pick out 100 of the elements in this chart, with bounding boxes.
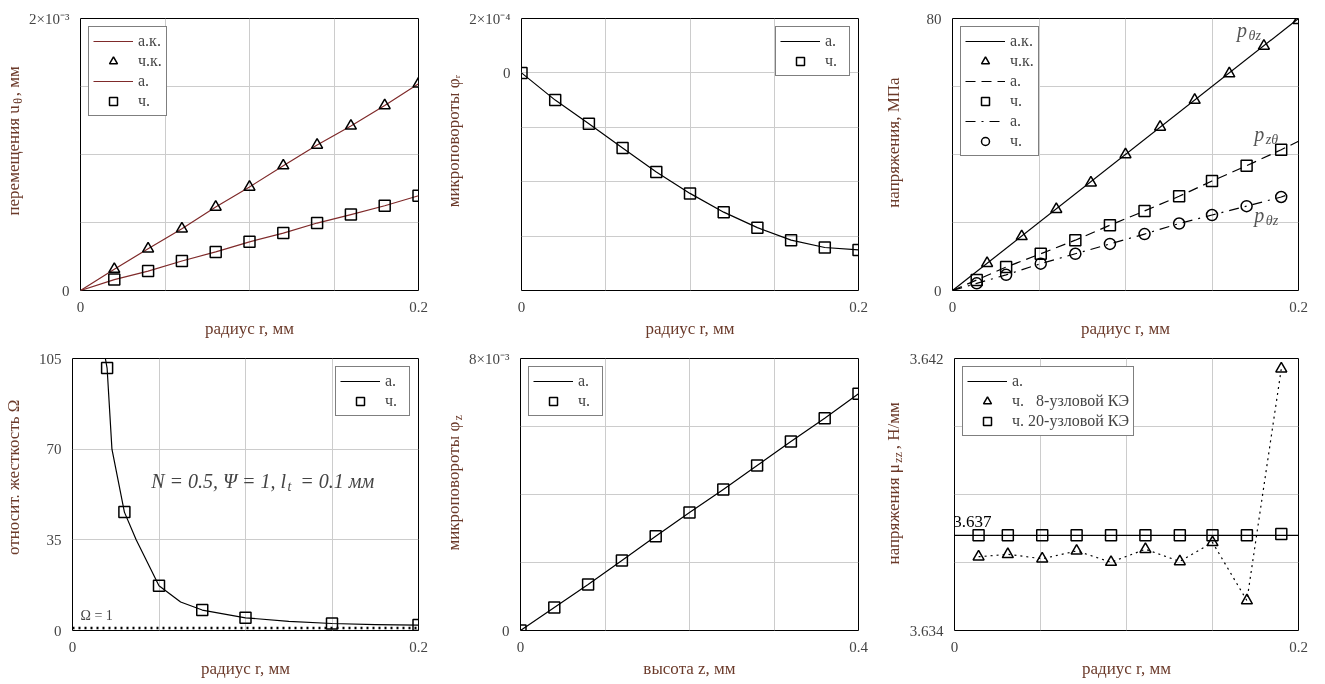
y-tick-label: 0 — [62, 282, 70, 299]
point — [325, 617, 339, 630]
y-tick-label: 0 — [934, 282, 942, 299]
y-tick-label: 0 — [54, 622, 62, 639]
point — [209, 245, 222, 259]
x-axis-title: радиус r, мм — [1081, 658, 1172, 678]
y-tick-label: 0 — [503, 64, 511, 81]
point — [175, 221, 189, 233]
x-axis-title: радиус r, мм — [1080, 318, 1171, 338]
legend-label: ч. 20-узловой КЭ — [1012, 412, 1130, 430]
y-axis-title: относит. жесткость Ω — [4, 399, 23, 555]
point — [141, 264, 155, 278]
point — [1069, 247, 1082, 261]
point — [717, 483, 730, 496]
y-tick-label: 70 — [46, 441, 62, 458]
legend-label: а.к. — [138, 32, 161, 50]
point — [784, 233, 798, 247]
y-axis-title: напряжения, МПа — [884, 76, 903, 208]
point — [108, 262, 121, 274]
legend-label: ч. 8-узловой КЭ — [1012, 392, 1130, 410]
point — [152, 579, 166, 592]
point — [581, 578, 595, 591]
point — [1205, 208, 1219, 222]
point — [277, 158, 290, 170]
point — [1274, 190, 1288, 204]
x-tick-label: 0.2 — [1289, 298, 1308, 315]
legend-label: а. — [578, 372, 591, 390]
point — [1274, 143, 1288, 156]
y-tick-label: 0 — [502, 622, 510, 639]
point — [717, 205, 730, 219]
legend-label: а. — [1012, 372, 1025, 390]
point — [616, 141, 629, 155]
legend-label: ч. — [825, 52, 839, 70]
y-tick-label: 80 — [926, 10, 942, 27]
legend-label: ч. — [578, 392, 592, 410]
point — [615, 554, 629, 567]
y-tick-label: 3.634 — [909, 622, 944, 639]
y-axis-title: микроповороты φz — [444, 414, 466, 551]
point — [750, 459, 764, 472]
point — [1119, 147, 1132, 159]
x-tick-label: 0 — [516, 638, 525, 655]
point — [100, 361, 114, 375]
x-tick-label: 0.2 — [1289, 638, 1308, 655]
point — [277, 226, 290, 240]
point — [970, 277, 983, 290]
y-tick-label: 3.642 — [909, 350, 944, 367]
legend-label: а. — [1010, 112, 1023, 130]
point — [970, 273, 983, 287]
point — [1188, 93, 1201, 105]
y-tick-label: 35 — [46, 531, 62, 548]
point — [1138, 204, 1151, 218]
annotation: 3.637 — [953, 511, 993, 531]
point — [1034, 257, 1047, 270]
y-tick-label: 2×10⁻⁴ — [469, 10, 511, 27]
legend-label: ч. — [138, 92, 152, 110]
ref-line-label: Ω = 1 — [80, 607, 113, 623]
point — [196, 603, 209, 617]
point — [310, 137, 324, 149]
x-axis-title: радиус r, мм — [200, 658, 291, 678]
point — [1172, 217, 1186, 230]
x-tick-label: 0.4 — [849, 638, 869, 655]
point — [243, 235, 256, 249]
legend-label: ч. — [385, 392, 399, 410]
point — [175, 254, 189, 268]
point — [239, 611, 252, 625]
point — [118, 505, 131, 519]
legend-label: ч.к. — [138, 52, 162, 70]
point — [310, 216, 324, 230]
point — [344, 208, 358, 221]
point — [1069, 233, 1082, 247]
point — [1015, 229, 1028, 241]
legend-label: а. — [385, 372, 398, 390]
legend-label: ч.к. — [1010, 52, 1034, 70]
legend-label: а.к. — [1010, 32, 1033, 50]
point — [1034, 247, 1047, 261]
point — [1257, 38, 1271, 50]
point — [209, 199, 222, 211]
x-tick-label: 0 — [517, 298, 526, 315]
point — [751, 221, 764, 234]
x-tick-label: 0.2 — [409, 298, 428, 315]
x-tick-label: 0 — [950, 638, 959, 655]
point — [1223, 66, 1236, 78]
x-tick-label: 0.2 — [849, 298, 868, 315]
point — [1153, 119, 1167, 131]
point — [141, 241, 155, 253]
y-axis-title: микроповороты φᵣ — [444, 74, 463, 208]
point — [108, 273, 121, 286]
legend-label: а. — [825, 32, 838, 50]
point — [683, 506, 696, 519]
point — [1240, 199, 1253, 213]
point — [1084, 175, 1098, 187]
point — [650, 165, 663, 179]
point — [1205, 174, 1219, 188]
point — [582, 117, 596, 131]
point — [1050, 202, 1063, 214]
point — [818, 412, 831, 425]
point — [999, 260, 1013, 274]
point — [1138, 227, 1151, 241]
point — [1103, 237, 1117, 251]
y-axis-title: напряжения μzz, Н/мм — [884, 401, 906, 565]
